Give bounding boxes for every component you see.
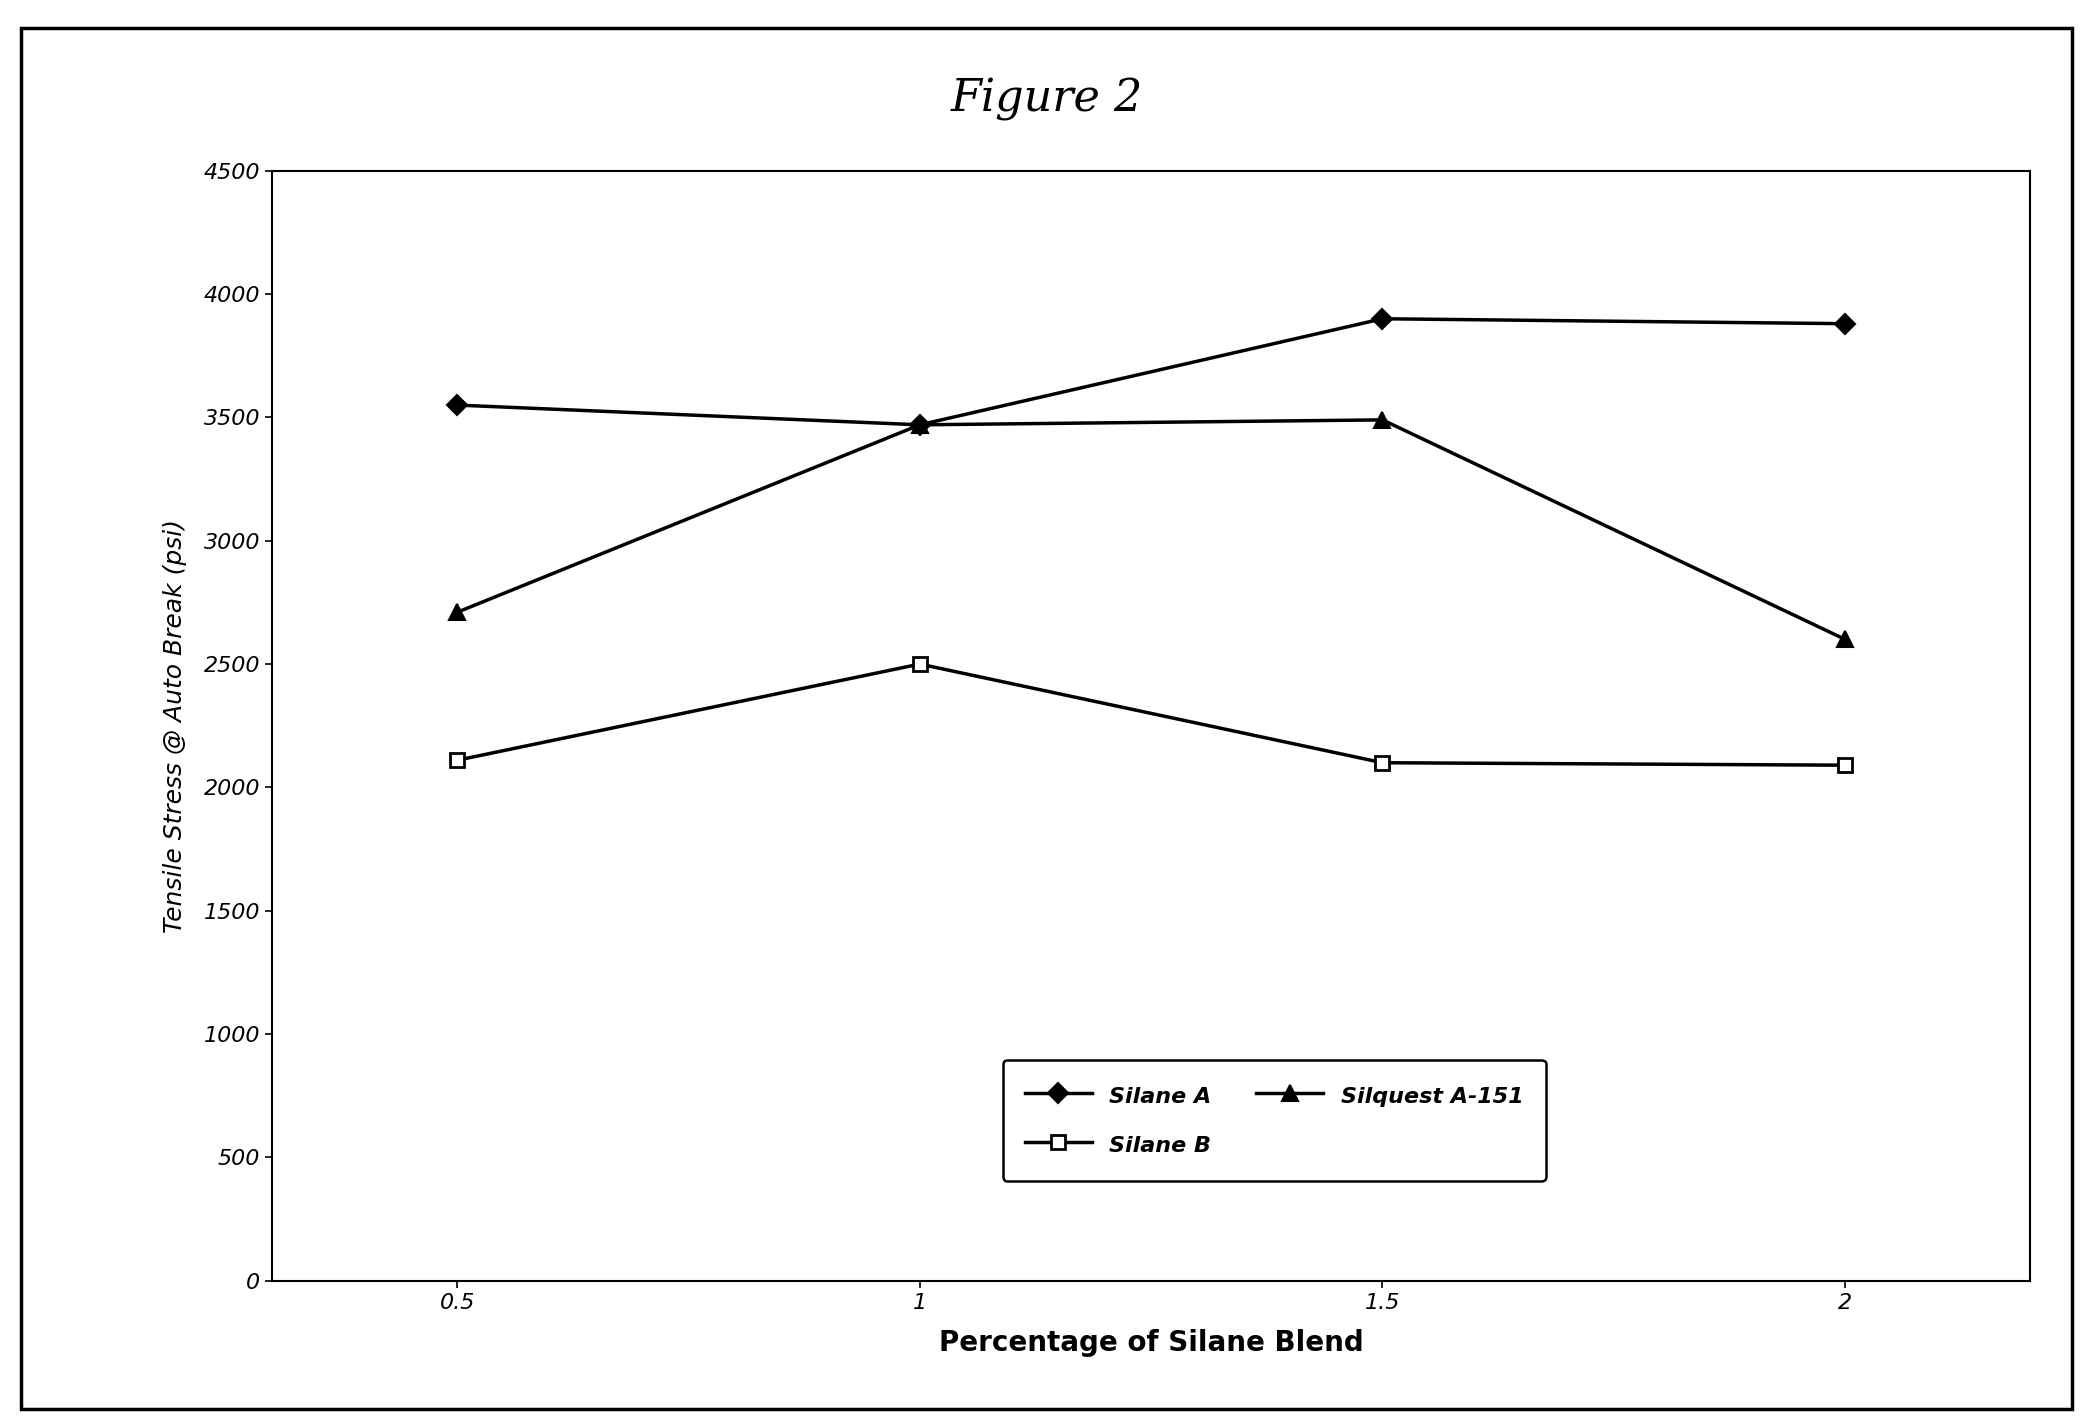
Silane A <box>444 397 469 414</box>
Silane A <box>1833 314 1859 332</box>
Text: Figure 2: Figure 2 <box>950 78 1143 121</box>
Silane B <box>1371 754 1396 771</box>
Line: Silane B: Silane B <box>450 657 1852 773</box>
Line: Silane A: Silane A <box>450 312 1852 431</box>
Silane B <box>1833 757 1859 774</box>
Silquest A-151 <box>906 417 931 434</box>
Silquest A-151 <box>1833 630 1859 647</box>
Silane B <box>906 656 931 673</box>
Line: Silquest A-151: Silquest A-151 <box>450 413 1852 647</box>
Silane B <box>444 751 469 768</box>
Silane A <box>906 417 931 434</box>
Legend: Silane A, Silane B, Silquest A-151: Silane A, Silane B, Silquest A-151 <box>1003 1060 1545 1181</box>
Silane A <box>1371 310 1396 327</box>
Silquest A-151 <box>1371 411 1396 428</box>
Y-axis label: Tensile Stress @ Auto Break (psi): Tensile Stress @ Auto Break (psi) <box>163 519 186 932</box>
X-axis label: Percentage of Silane Blend: Percentage of Silane Blend <box>940 1329 1363 1358</box>
Silquest A-151 <box>444 603 469 620</box>
